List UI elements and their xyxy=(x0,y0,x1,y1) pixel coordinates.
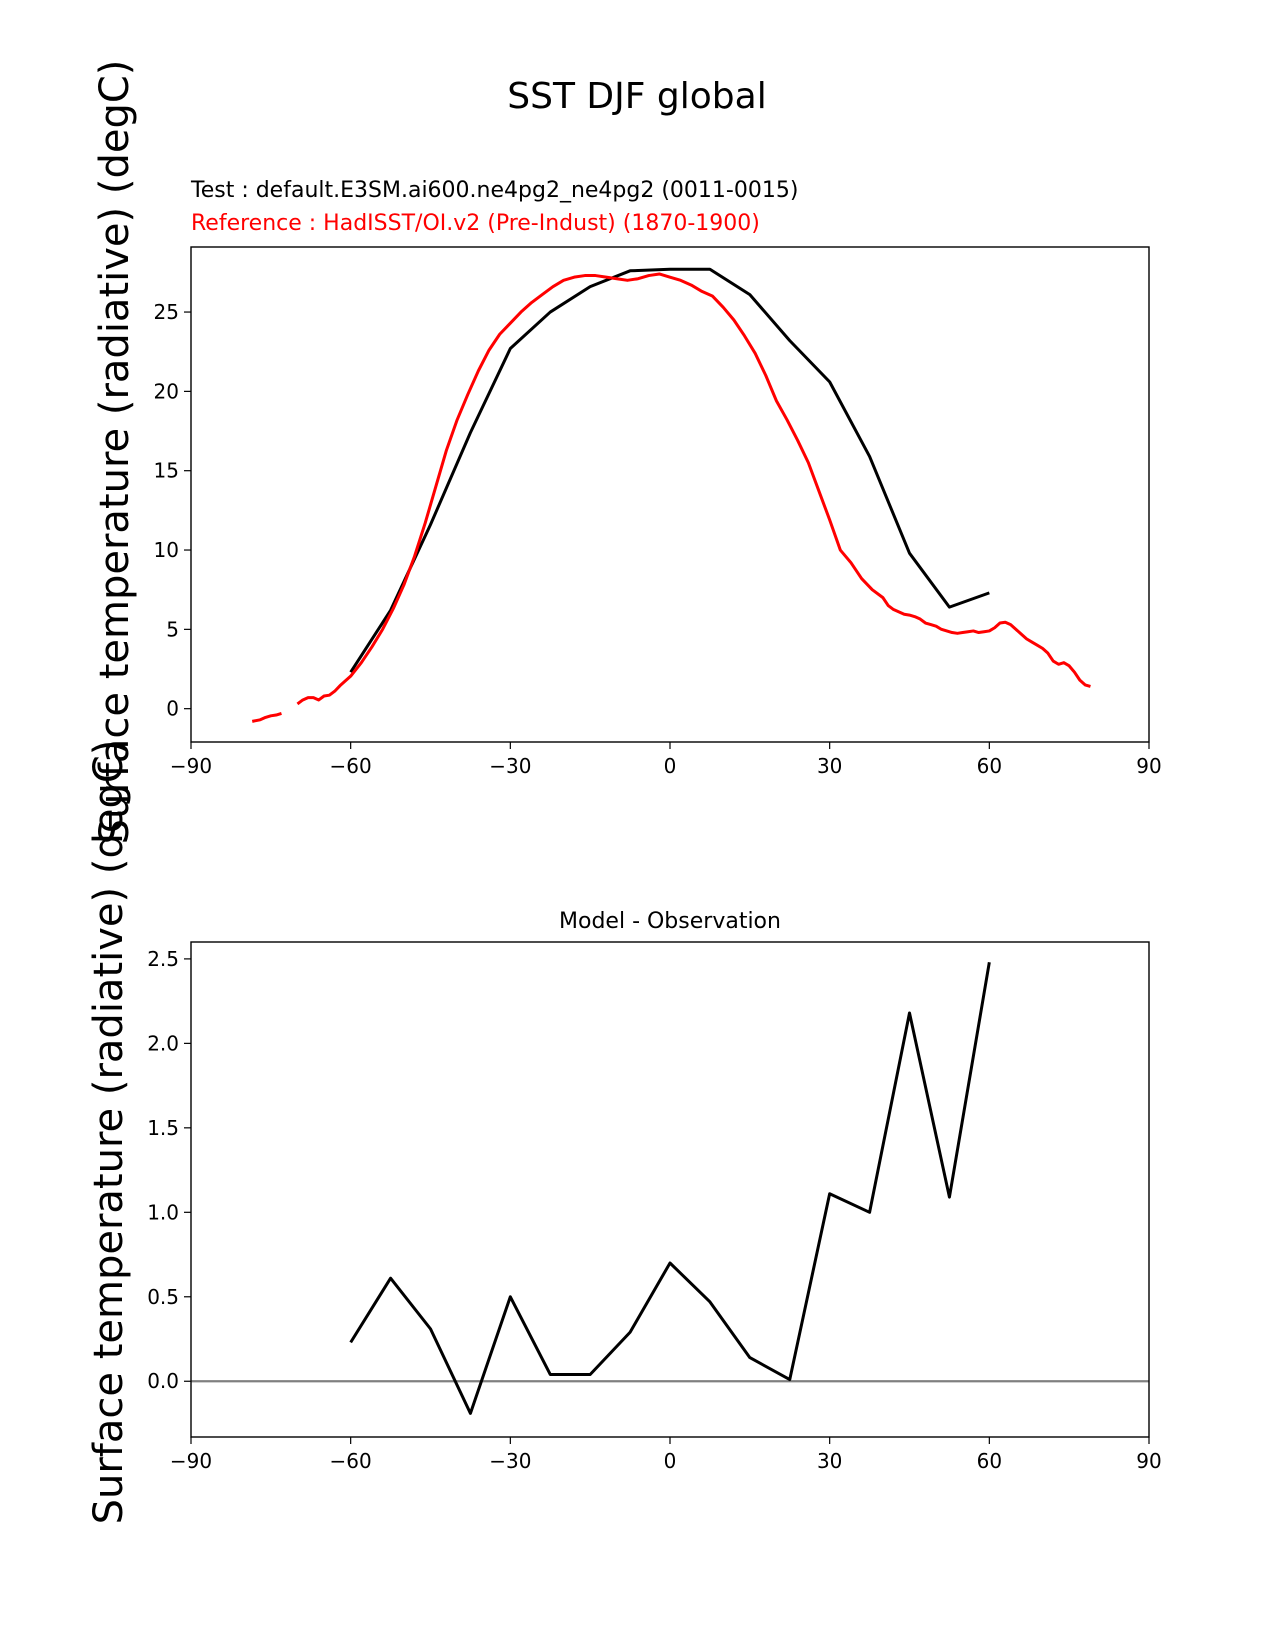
y-tick-label: 1.5 xyxy=(147,1116,179,1140)
top-panel: Test : default.E3SM.ai600.ne4pg2_ne4pg2 … xyxy=(92,60,1162,845)
bottom-axes-frame xyxy=(190,941,1150,1438)
x-tick-label: 90 xyxy=(1136,1449,1161,1473)
x-tick-label: 60 xyxy=(977,1449,1002,1473)
reference-subtitle: Reference : HadISST/OI.v2 (Pre-Indust) (… xyxy=(191,211,760,236)
y-tick-label: 2.0 xyxy=(147,1031,179,1055)
top-y-axis-label: Surface temperature (radiative) (degC) xyxy=(92,60,138,845)
y-tick-label: 15 xyxy=(154,459,179,483)
series-line-reference xyxy=(296,272,1091,706)
y-tick-label: 0.5 xyxy=(147,1285,179,1309)
x-tick-label: 0 xyxy=(664,754,677,778)
x-tick-label: 0 xyxy=(664,1449,677,1473)
x-tick-label: −90 xyxy=(170,1449,212,1473)
x-tick-label: −60 xyxy=(330,754,372,778)
y-tick-label: 0 xyxy=(166,697,179,721)
series-line-test xyxy=(349,267,990,674)
test-subtitle: Test : default.E3SM.ai600.ne4pg2_ne4pg2 … xyxy=(190,178,798,203)
x-tick-label: −60 xyxy=(330,1449,372,1473)
x-tick-label: 30 xyxy=(817,1449,842,1473)
y-tick-label: 0.0 xyxy=(147,1369,179,1393)
figure-title: SST DJF global xyxy=(507,76,766,117)
y-tick-label: 5 xyxy=(166,617,179,641)
x-tick-label: −90 xyxy=(170,754,212,778)
y-tick-label: 10 xyxy=(154,538,179,562)
series-line-model-observation xyxy=(349,962,991,1415)
x-tick-label: −30 xyxy=(489,1449,531,1473)
y-tick-label: 25 xyxy=(154,300,179,324)
top-plot-area: −90 −60 −30 0 30 60 90 0 5 10 15 20 25 xyxy=(154,267,1162,778)
x-tick-label: 60 xyxy=(977,754,1002,778)
top-axes-frame xyxy=(190,246,1150,743)
x-tick-label: 90 xyxy=(1136,754,1161,778)
series-line-reference xyxy=(251,712,282,723)
x-tick-label: −30 xyxy=(489,754,531,778)
bottom-plot-area: −90 −60 −30 0 30 60 90 0.0 0.5 1.0 1.5 2.0 2.5 xyxy=(147,947,1162,1473)
difference-subtitle: Model - Observation xyxy=(559,909,781,934)
bottom-y-axis-label: Surface temperature (radiative) (degC) xyxy=(86,740,132,1525)
y-tick-label: 1.0 xyxy=(147,1200,179,1224)
bottom-panel: Model - Observation Surface temperature … xyxy=(86,740,1162,1525)
y-tick-label: 20 xyxy=(154,379,179,403)
y-tick-label: 2.5 xyxy=(147,947,179,971)
x-tick-label: 30 xyxy=(817,754,842,778)
